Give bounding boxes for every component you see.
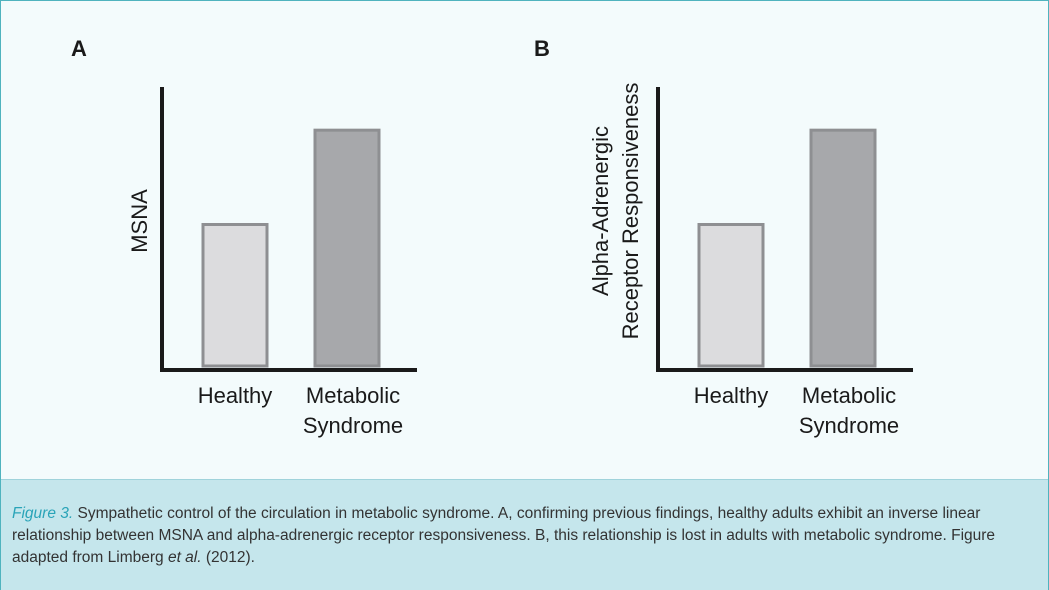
panel-label: A: [71, 36, 87, 61]
y-axis-label: MSNA: [127, 189, 152, 253]
caption-text-1: Sympathetic control of the circulation i…: [12, 505, 996, 566]
x-tick-label-line: Healthy: [694, 383, 769, 408]
y-axis-label: Alpha-Adrenergic Receptor Responsiveness: [588, 83, 643, 340]
y-axis-label-line: Receptor Responsiveness: [618, 83, 643, 340]
x-tick-label: Healthy: [198, 383, 273, 408]
caption-et-al: et al.: [167, 549, 202, 566]
figure-label: Figure 3.: [12, 505, 74, 522]
y-axis-label-line: Alpha-Adrenergic: [588, 126, 613, 296]
x-tick-label-line: Metabolic: [306, 383, 400, 408]
caption-text-2: (2012).: [201, 549, 255, 566]
charts-svg: A Healthy Metabolic Syndrome MSNA B Healthy Met…: [71, 36, 913, 438]
x-tick-label: Metabolic Syndrome: [303, 383, 403, 438]
y-axis-label-line: MSNA: [127, 189, 152, 253]
bar-healthy: [697, 223, 765, 368]
x-tick-label: Metabolic Syndrome: [799, 383, 899, 438]
figure-area: A Healthy Metabolic Syndrome MSNA B Healthy Met…: [1, 1, 1048, 479]
x-tick-label-line: Metabolic: [802, 383, 896, 408]
caption-box: Figure 3. Sympathetic control of the cir…: [1, 479, 1048, 590]
chart-panel-b: B Healthy Metabolic Syndrome Alpha-Adrenergi…: [534, 36, 913, 438]
x-tick-label: Healthy: [694, 383, 769, 408]
figure-caption: Figure 3. Sympathetic control of the cir…: [12, 503, 1040, 569]
panel-label: B: [534, 36, 550, 61]
x-tick-label-line: Syndrome: [303, 413, 403, 438]
bar-metabolic-syndrome: [809, 128, 877, 368]
bar-metabolic-syndrome: [313, 128, 381, 368]
x-tick-label-line: Syndrome: [799, 413, 899, 438]
bar-healthy: [201, 223, 269, 368]
chart-panel-a: A Healthy Metabolic Syndrome MSNA: [71, 36, 417, 438]
x-tick-label-line: Healthy: [198, 383, 273, 408]
